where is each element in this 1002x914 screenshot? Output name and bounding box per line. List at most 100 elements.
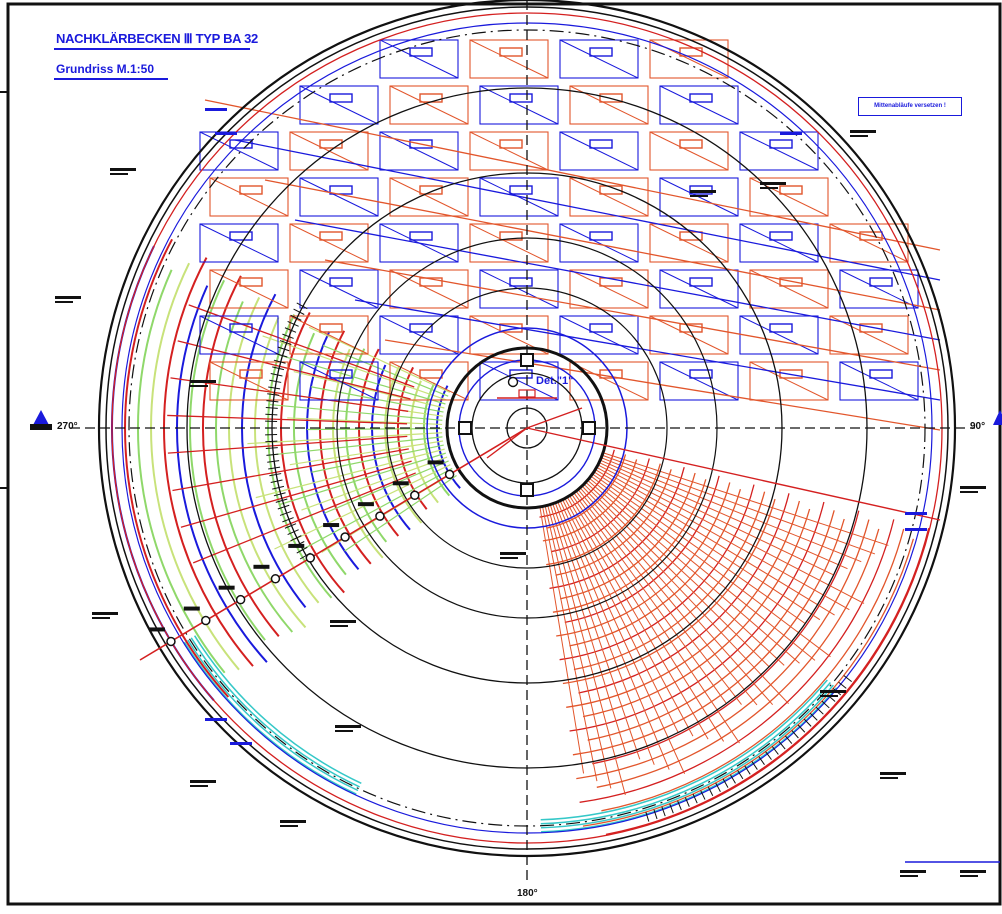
annotation-mark [330,620,356,623]
slab-tag [330,278,352,286]
title-underline [54,48,250,50]
pipe-node [202,617,210,625]
slab-tag [240,278,262,286]
center-manhole [521,484,533,496]
pipe-node [446,470,454,478]
detail-label: Det."1" [536,375,573,387]
slab-tag [420,94,442,102]
node-tag [253,565,269,569]
ring-tick [266,448,278,449]
slab-tag [420,186,442,194]
slab-tag [330,94,352,102]
slab-tag [320,232,342,240]
left-fan-arc [138,270,225,673]
annotation-mark-blue [205,718,227,721]
angle-label-270: 270° [57,421,78,432]
slab-diagonal [390,270,468,308]
slab-diagonal [650,132,728,170]
ring-tick [266,454,278,455]
annotation-mark [500,557,518,559]
slab-tag [770,324,792,332]
subtitle-underline [54,78,168,80]
annotation-mark-blue [905,528,927,531]
annotation-mark [960,875,978,877]
right-fan-arc [583,509,810,717]
slab-tag [680,140,702,148]
center-manhole [459,422,471,434]
slab-diagonal [560,132,638,170]
cyan-arc [541,680,828,820]
slab-tag [690,94,712,102]
annotation-mark [960,486,986,489]
pipe-node [376,512,384,520]
annotation-mark-blue [205,108,227,111]
annotation-mark [690,195,708,197]
slab-diagonal [210,178,288,216]
center-manhole [583,422,595,434]
right-fan-ray [553,504,640,760]
slab-tag [590,140,612,148]
node-tag [288,544,304,548]
slab-tag [510,94,532,102]
annotation-mark [335,730,353,732]
pipe-node [167,637,175,645]
annotation-mark [760,187,778,189]
slab-strut [205,100,940,250]
slab-grid [200,40,940,430]
annotation-mark [330,625,348,627]
annotation-mark [55,301,73,303]
slab-tag [240,186,262,194]
slab-diagonal [570,86,648,124]
slab-tag [690,278,712,286]
slab-tag [420,370,442,378]
annotation-mark [960,491,978,493]
annotation-mark [110,168,136,171]
north-marker-icon [993,410,1002,425]
slab-diagonal [200,224,278,262]
slab-diagonal [660,270,738,308]
slab-diagonal [660,86,738,124]
annotation-mark [110,173,128,175]
marker-base [30,424,52,430]
left-fan-ray [307,429,442,430]
annotation-mark [335,725,361,728]
right-fan-ray [543,506,597,781]
slab-diagonal [840,270,918,308]
slab-strut [235,140,940,280]
right-fan-ray [594,472,820,620]
slab-diagonal [570,270,648,308]
slab-diagonal [740,132,818,170]
slab-tag [500,140,522,148]
angle-label-180: 180° [517,888,538,899]
annotation-mark-blue [905,512,927,515]
right-fan-ray [545,506,611,788]
slab-diagonal [740,316,818,354]
detail-marker-icon [509,378,518,387]
annotation-mark [92,612,118,615]
pipe-node [411,491,419,499]
slab-tag [870,278,892,286]
slab-tag [320,140,342,148]
annotation-mark-blue [215,132,237,135]
ring-tick [265,414,277,415]
annotation-mark [900,870,926,873]
pipe-node [237,596,245,604]
slab-tag [870,370,892,378]
drawing-subtitle: Grundriss M.1:50 [56,62,154,76]
annotation-mark [850,130,876,133]
right-fan-ray [574,493,726,704]
slab-diagonal [300,86,378,124]
slab-diagonal [300,178,378,216]
slab-tag [590,232,612,240]
slab-tag [500,48,522,56]
slab-diagonal [750,362,828,400]
slab-diagonal [380,316,458,354]
ring-tick [265,441,277,442]
annotation-mark [760,182,786,185]
slab-tag [510,186,532,194]
pipe-fan-green [112,239,460,794]
right-fan-arc [547,454,626,528]
annotation-mark [690,190,716,193]
note-box: Mittenabläufe versetzen ! [858,97,962,116]
